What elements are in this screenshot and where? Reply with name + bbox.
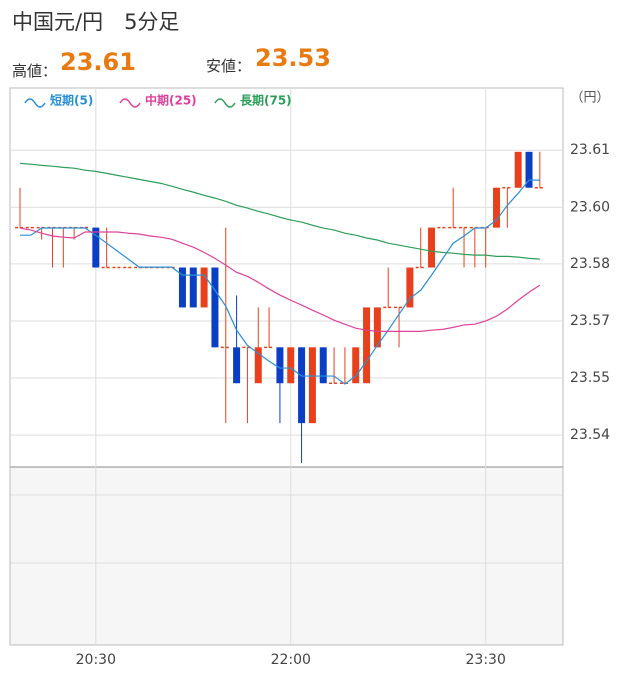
candle-body [178,267,186,308]
title: 中国元/円 5分足 [12,10,180,34]
stat-value: 23.53 [255,44,331,72]
y-unit: （円） [570,91,609,106]
candle-body [525,151,533,188]
candle-body [363,307,371,384]
candle-body [254,347,262,384]
candle-body [319,347,327,384]
candle-body [493,187,501,228]
candle-body [92,227,100,268]
candle-body [308,347,316,424]
legend-swatch [214,98,236,108]
legend-swatch [24,98,46,108]
x-tick-label: 22:00 [271,652,311,668]
stat-value: 23.61 [60,48,136,76]
candle-body [406,267,414,308]
candle-body [189,267,197,308]
legend-label: 中期(25) [145,93,197,108]
candle-body [200,267,208,308]
ma-line [19,162,540,260]
lower-panel [10,467,563,645]
y-tick-label: 23.61 [570,142,610,158]
candle-body [276,347,284,384]
candle-body [233,347,241,384]
stat-label: 高値： [12,62,58,80]
legend-label: 長期(75) [240,93,292,108]
candle-body [298,347,306,424]
plot-frame [9,87,564,646]
ma-line [19,227,541,332]
candle-body [514,151,522,188]
y-tick-label: 23.58 [570,256,610,272]
y-tick-label: 23.57 [570,313,610,329]
ma-line [20,179,540,385]
stat-label: 安値： [206,57,252,75]
candle-body [211,267,219,348]
y-tick-label: 23.55 [570,370,610,386]
x-tick-label: 20:30 [76,652,116,668]
legend-label: 短期(5) [50,93,93,108]
candle-body [428,227,436,268]
candle-body [352,347,360,384]
y-tick-label: 23.60 [570,199,610,215]
x-tick-label: 23:30 [466,652,506,668]
candle-body [373,307,381,348]
candle-body [287,347,295,384]
y-tick-label: 23.54 [570,427,610,443]
legend-swatch [119,98,141,108]
